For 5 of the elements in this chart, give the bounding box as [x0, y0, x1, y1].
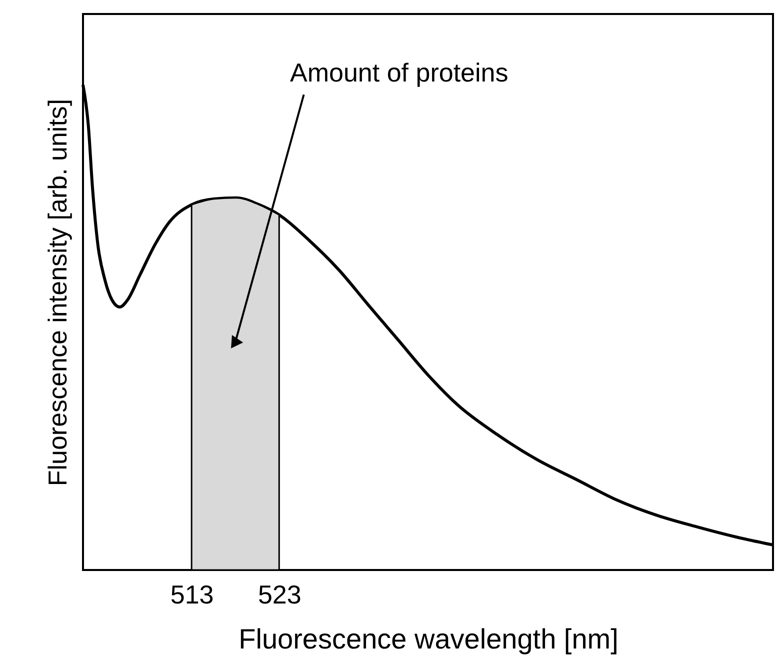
annotation: Amount of proteins	[290, 57, 508, 88]
x-axis-title: Fluorescence wavelength [nm]	[238, 624, 618, 654]
x-tick-label: 513	[170, 580, 214, 610]
y-axis-title: Fluorescence intensity [arb. units]	[42, 98, 72, 486]
x-tick-label: 523	[258, 580, 302, 610]
